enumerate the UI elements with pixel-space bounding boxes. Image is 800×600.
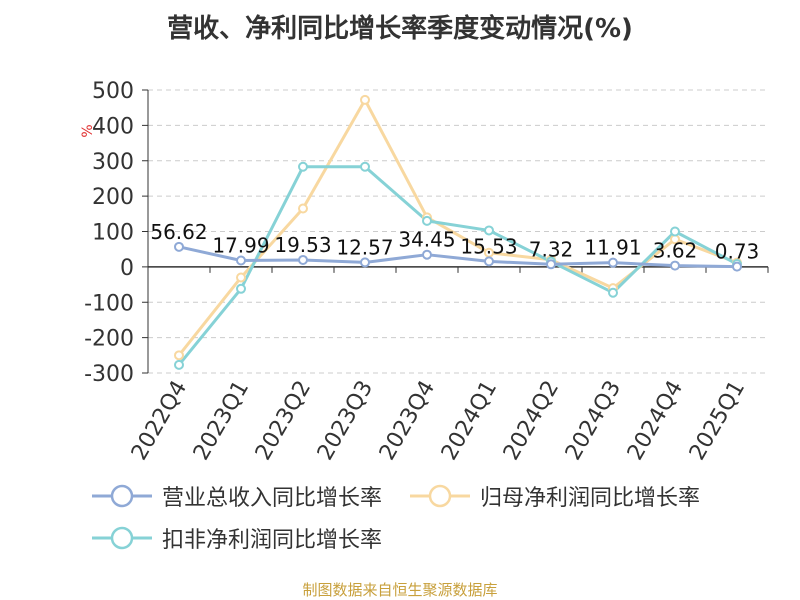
data-point[interactable] bbox=[298, 161, 308, 172]
legend-swatch-net-profit bbox=[410, 484, 470, 508]
legend-swatch-revenue bbox=[92, 484, 152, 508]
data-label: 15.53 bbox=[460, 234, 517, 258]
series-points bbox=[174, 94, 742, 370]
series-line-0 bbox=[178, 245, 738, 269]
data-point[interactable] bbox=[174, 359, 184, 370]
legend-item-net-profit[interactable]: 归母净利润同比增长率 bbox=[410, 480, 700, 512]
x-tick-label: 2023Q2 bbox=[251, 377, 316, 465]
x-tick-label: 2025Q1 bbox=[685, 377, 750, 465]
x-tick-label: 2024Q3 bbox=[561, 377, 626, 465]
legend-marker bbox=[110, 484, 134, 508]
y-tick-label: 0 bbox=[120, 256, 134, 281]
series-line-2 bbox=[177, 165, 738, 366]
x-tick-label: 2024Q4 bbox=[623, 377, 688, 465]
data-label: 0.73 bbox=[715, 240, 760, 264]
data-point[interactable] bbox=[360, 161, 370, 172]
data-label: 17.99 bbox=[212, 234, 269, 258]
data-point[interactable] bbox=[422, 215, 432, 226]
grid-lines bbox=[148, 89, 768, 374]
x-tick-label: 2024Q1 bbox=[437, 377, 502, 465]
data-point[interactable] bbox=[670, 226, 680, 237]
y-tick-label: 300 bbox=[92, 150, 134, 175]
legend-label-deducted-profit: 扣非净利润同比增长率 bbox=[162, 528, 383, 553]
data-point[interactable] bbox=[422, 249, 432, 260]
y-tick-label: 200 bbox=[92, 185, 134, 210]
data-point[interactable] bbox=[236, 255, 246, 266]
y-tick-label: -300 bbox=[84, 362, 134, 387]
y-axis-label: % bbox=[80, 124, 96, 137]
data-point[interactable] bbox=[174, 350, 184, 361]
data-label: 11.91 bbox=[584, 236, 641, 260]
y-tick-label: 100 bbox=[92, 221, 134, 246]
data-point[interactable] bbox=[608, 257, 618, 268]
source-note: 制图数据来自恒生聚源数据库 bbox=[302, 581, 498, 599]
data-point[interactable] bbox=[608, 287, 618, 298]
x-axis: 2022Q42023Q12023Q22023Q32023Q42024Q12024… bbox=[127, 266, 769, 465]
data-point[interactable] bbox=[360, 257, 370, 268]
legend-item-revenue[interactable]: 营业总收入同比增长率 bbox=[92, 480, 382, 512]
data-point[interactable] bbox=[546, 259, 556, 270]
data-point[interactable] bbox=[236, 272, 246, 283]
data-label: 19.53 bbox=[274, 233, 331, 257]
x-tick-label: 2023Q4 bbox=[375, 377, 440, 465]
legend-marker bbox=[428, 484, 452, 508]
y-axis: 500 400 300 200 100 0 -100 -200 -300% bbox=[80, 79, 149, 387]
legend-label-revenue: 营业总收入同比增长率 bbox=[162, 486, 383, 511]
data-point[interactable] bbox=[484, 225, 494, 236]
chart-title: 营收、净利同比增长率季度变动情况(%) bbox=[167, 14, 633, 44]
y-tick-label: 500 bbox=[92, 79, 134, 104]
data-label: 56.62 bbox=[150, 220, 207, 244]
series-line-1 bbox=[177, 98, 738, 357]
legend-marker bbox=[110, 526, 134, 550]
data-label: 3.62 bbox=[653, 239, 698, 263]
x-tick-label: 2023Q1 bbox=[189, 377, 254, 465]
y-tick-label: 400 bbox=[92, 114, 134, 139]
data-point[interactable] bbox=[670, 260, 680, 271]
legend-item-deducted-profit[interactable]: 扣非净利润同比增长率 bbox=[92, 522, 382, 554]
x-tick-label: 2024Q2 bbox=[499, 377, 564, 465]
data-point[interactable] bbox=[298, 254, 308, 265]
y-tick-label: -200 bbox=[84, 327, 134, 352]
x-tick-label: 2023Q3 bbox=[313, 377, 378, 465]
data-label: 12.57 bbox=[336, 235, 393, 259]
legend-label-net-profit: 归母净利润同比增长率 bbox=[480, 486, 701, 511]
series-lines bbox=[177, 98, 738, 366]
data-point[interactable] bbox=[174, 241, 184, 252]
y-tick-label: -100 bbox=[84, 291, 134, 316]
data-label: 7.32 bbox=[529, 237, 574, 261]
legend-swatch-deducted-profit bbox=[92, 526, 152, 550]
data-point[interactable] bbox=[360, 94, 370, 105]
data-label: 34.45 bbox=[398, 228, 455, 252]
data-point[interactable] bbox=[298, 203, 308, 214]
data-point[interactable] bbox=[732, 261, 742, 272]
x-tick-label: 2022Q4 bbox=[127, 377, 192, 465]
data-point[interactable] bbox=[236, 283, 246, 294]
data-point[interactable] bbox=[484, 256, 494, 267]
